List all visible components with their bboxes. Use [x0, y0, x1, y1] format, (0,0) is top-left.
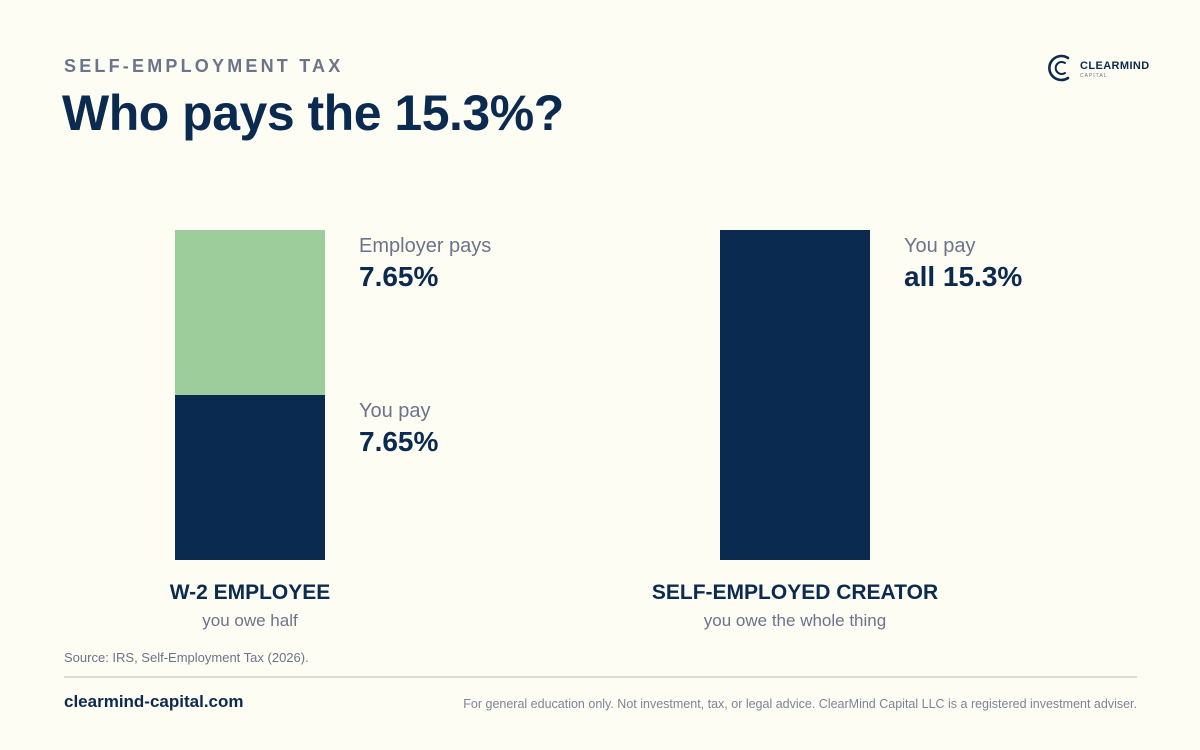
bar-segment [175, 395, 325, 560]
group-label: W-2 EMPLOYEE [170, 581, 331, 604]
clearmind-logo-icon [1048, 54, 1070, 82]
footer-divider [64, 676, 1137, 678]
group-label: SELF-EMPLOYED CREATOR [652, 581, 938, 604]
group-subtitle: you owe the whole thing [704, 611, 886, 630]
brand-logo: CLEARMIND CAPITAL [1046, 52, 1149, 86]
brand-name: CLEARMIND [1080, 60, 1150, 72]
brand-tagline: CAPITAL [1080, 73, 1108, 79]
segment-value: 7.65% [359, 261, 438, 292]
segment-label: You pay [359, 400, 431, 422]
bar-segment [175, 230, 325, 395]
segment-value: all 15.3% [904, 261, 1022, 292]
eyebrow-label: SELF-EMPLOYMENT TAX [64, 56, 344, 76]
disclaimer-text: For general education only. Not investme… [463, 697, 1137, 711]
website-link[interactable]: clearmind-capital.com [64, 692, 244, 711]
bar-segment [720, 230, 870, 560]
source-note: Source: IRS, Self-Employment Tax (2026). [64, 650, 309, 665]
group-subtitle: you owe half [202, 611, 298, 630]
page-title: Who pays the 15.3%? [62, 85, 564, 141]
segment-value: 7.65% [359, 426, 438, 457]
segment-label: You pay [904, 235, 976, 257]
segment-label: Employer pays [359, 235, 491, 257]
